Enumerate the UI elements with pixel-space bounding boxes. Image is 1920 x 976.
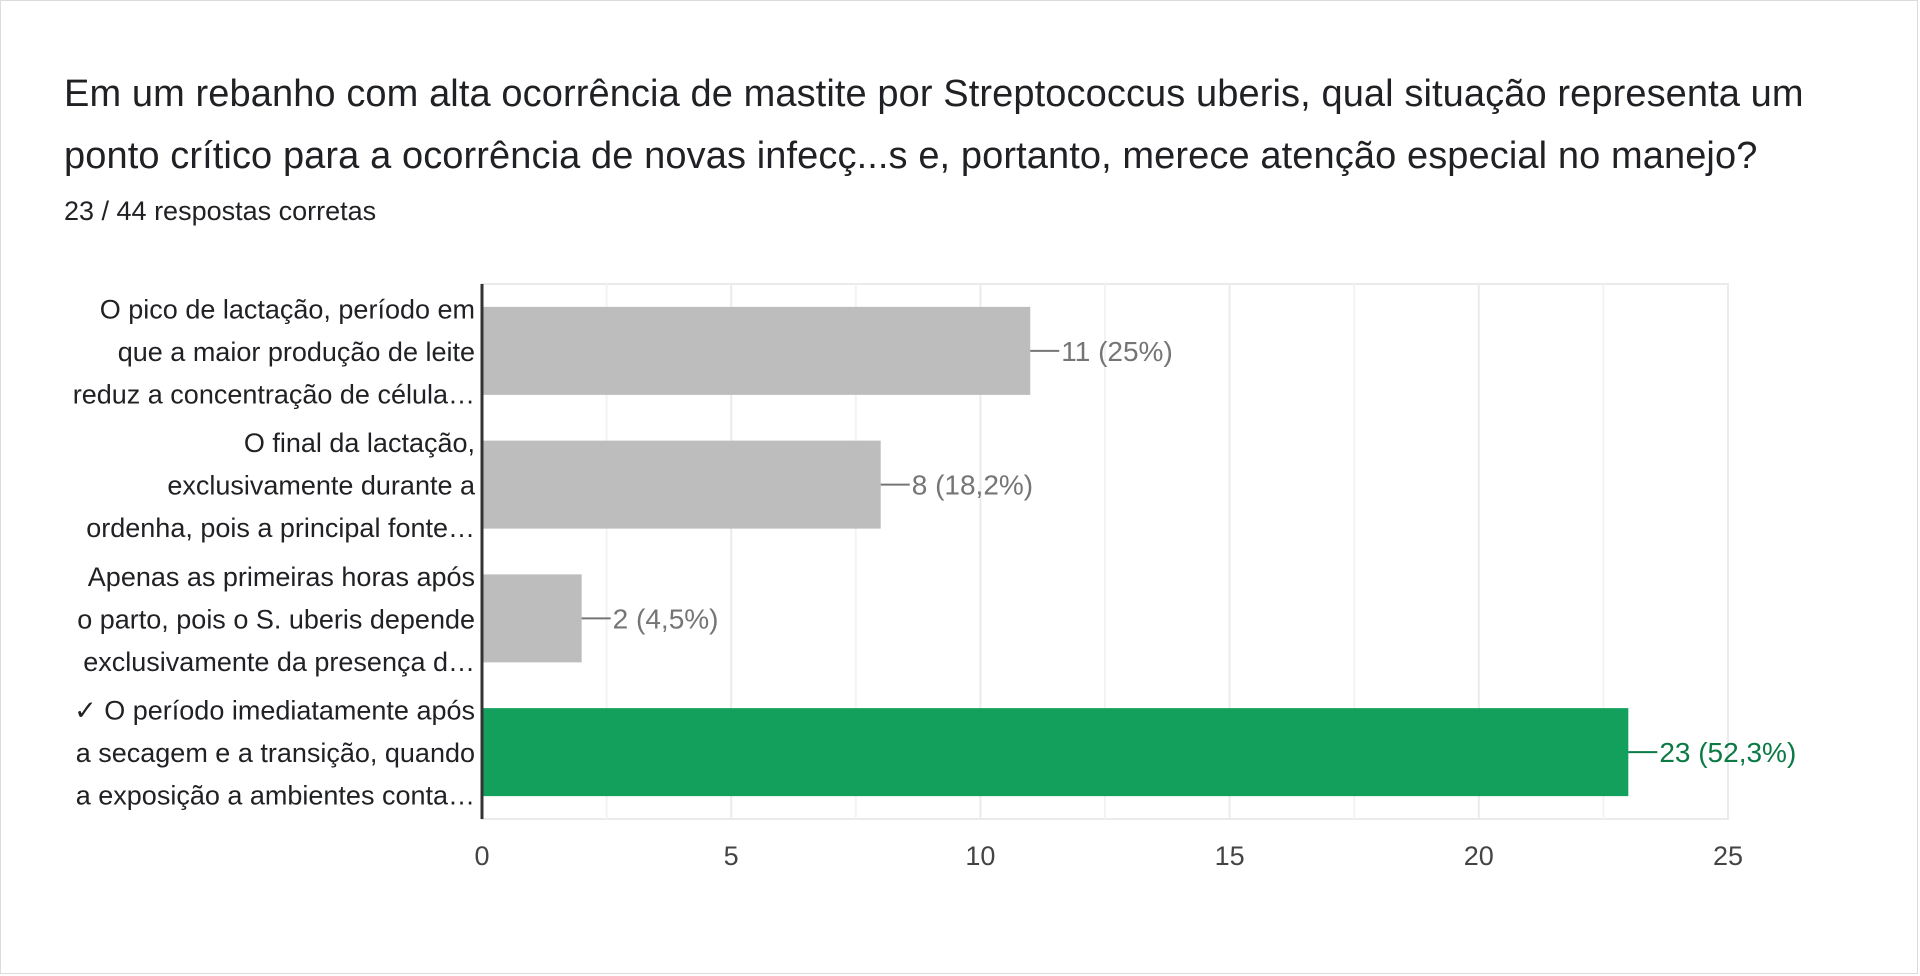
x-tick-label: 0 bbox=[474, 841, 489, 871]
data-label: 23 (52,3%) bbox=[1659, 737, 1796, 768]
bar bbox=[482, 574, 582, 663]
bar-chart: 0 5 10 15 20 25 11 (25%) O pico de lactação, pe… bbox=[73, 283, 1796, 871]
data-label: 11 (25%) bbox=[1061, 336, 1173, 367]
x-tick-label: 25 bbox=[1713, 841, 1743, 871]
category-label: O final da lactação, bbox=[244, 428, 475, 458]
data-label: 8 (18,2%) bbox=[912, 470, 1033, 501]
category-label: a secagem e a transição, quando bbox=[76, 738, 475, 768]
x-tick-label: 20 bbox=[1464, 841, 1494, 871]
category-label: ordenha, pois a principal fonte… bbox=[86, 513, 475, 543]
category-label: o parto, pois o S. uberis depende bbox=[77, 604, 475, 634]
correct-answers-count: 23 / 44 respostas corretas bbox=[64, 196, 377, 226]
x-tick-label: 5 bbox=[724, 841, 739, 871]
category-label: reduz a concentração de célula… bbox=[73, 379, 475, 409]
question-title: Em um rebanho com alta ocorrência de mas… bbox=[64, 73, 1804, 177]
x-tick-label: 15 bbox=[1215, 841, 1245, 871]
category-label: que a maior produção de leite bbox=[118, 337, 475, 367]
category-label: Apenas as primeiras horas após bbox=[88, 562, 475, 592]
category-label: exclusivamente durante a bbox=[167, 471, 476, 501]
category-label: a exposição a ambientes conta… bbox=[76, 781, 475, 811]
x-tick-label: 10 bbox=[965, 841, 995, 871]
bar bbox=[482, 708, 1629, 797]
data-label: 2 (4,5%) bbox=[613, 603, 719, 634]
category-label: ✓ O período imediatamente após bbox=[74, 696, 475, 726]
category-label: exclusivamente da presença d… bbox=[83, 647, 475, 677]
bar bbox=[482, 306, 1031, 395]
category-label: O pico de lactação, período em bbox=[100, 294, 475, 324]
bar bbox=[482, 440, 881, 529]
